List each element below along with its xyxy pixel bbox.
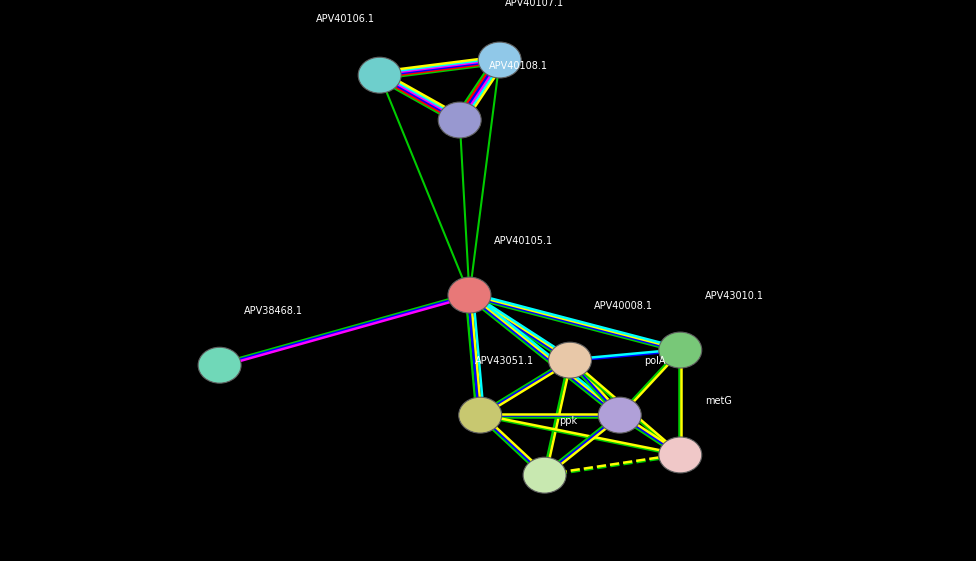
Ellipse shape — [358, 57, 401, 93]
Text: metG: metG — [705, 396, 732, 406]
Ellipse shape — [549, 342, 591, 378]
Text: APV40008.1: APV40008.1 — [594, 301, 653, 311]
Ellipse shape — [459, 397, 502, 433]
Ellipse shape — [659, 332, 702, 368]
Ellipse shape — [198, 347, 241, 383]
Text: APV43010.1: APV43010.1 — [705, 291, 763, 301]
Ellipse shape — [598, 397, 641, 433]
Ellipse shape — [659, 437, 702, 473]
Text: APV40106.1: APV40106.1 — [316, 13, 375, 24]
Ellipse shape — [523, 457, 566, 493]
Ellipse shape — [478, 42, 521, 78]
Text: APV40105.1: APV40105.1 — [494, 236, 553, 246]
Text: APV38468.1: APV38468.1 — [244, 306, 303, 316]
Text: ppk: ppk — [559, 416, 578, 426]
Ellipse shape — [448, 277, 491, 313]
Text: polA: polA — [644, 356, 666, 366]
Ellipse shape — [438, 102, 481, 138]
Text: APV40108.1: APV40108.1 — [489, 61, 548, 71]
Text: APV40107.1: APV40107.1 — [505, 0, 564, 8]
Text: APV43051.1: APV43051.1 — [475, 356, 535, 366]
